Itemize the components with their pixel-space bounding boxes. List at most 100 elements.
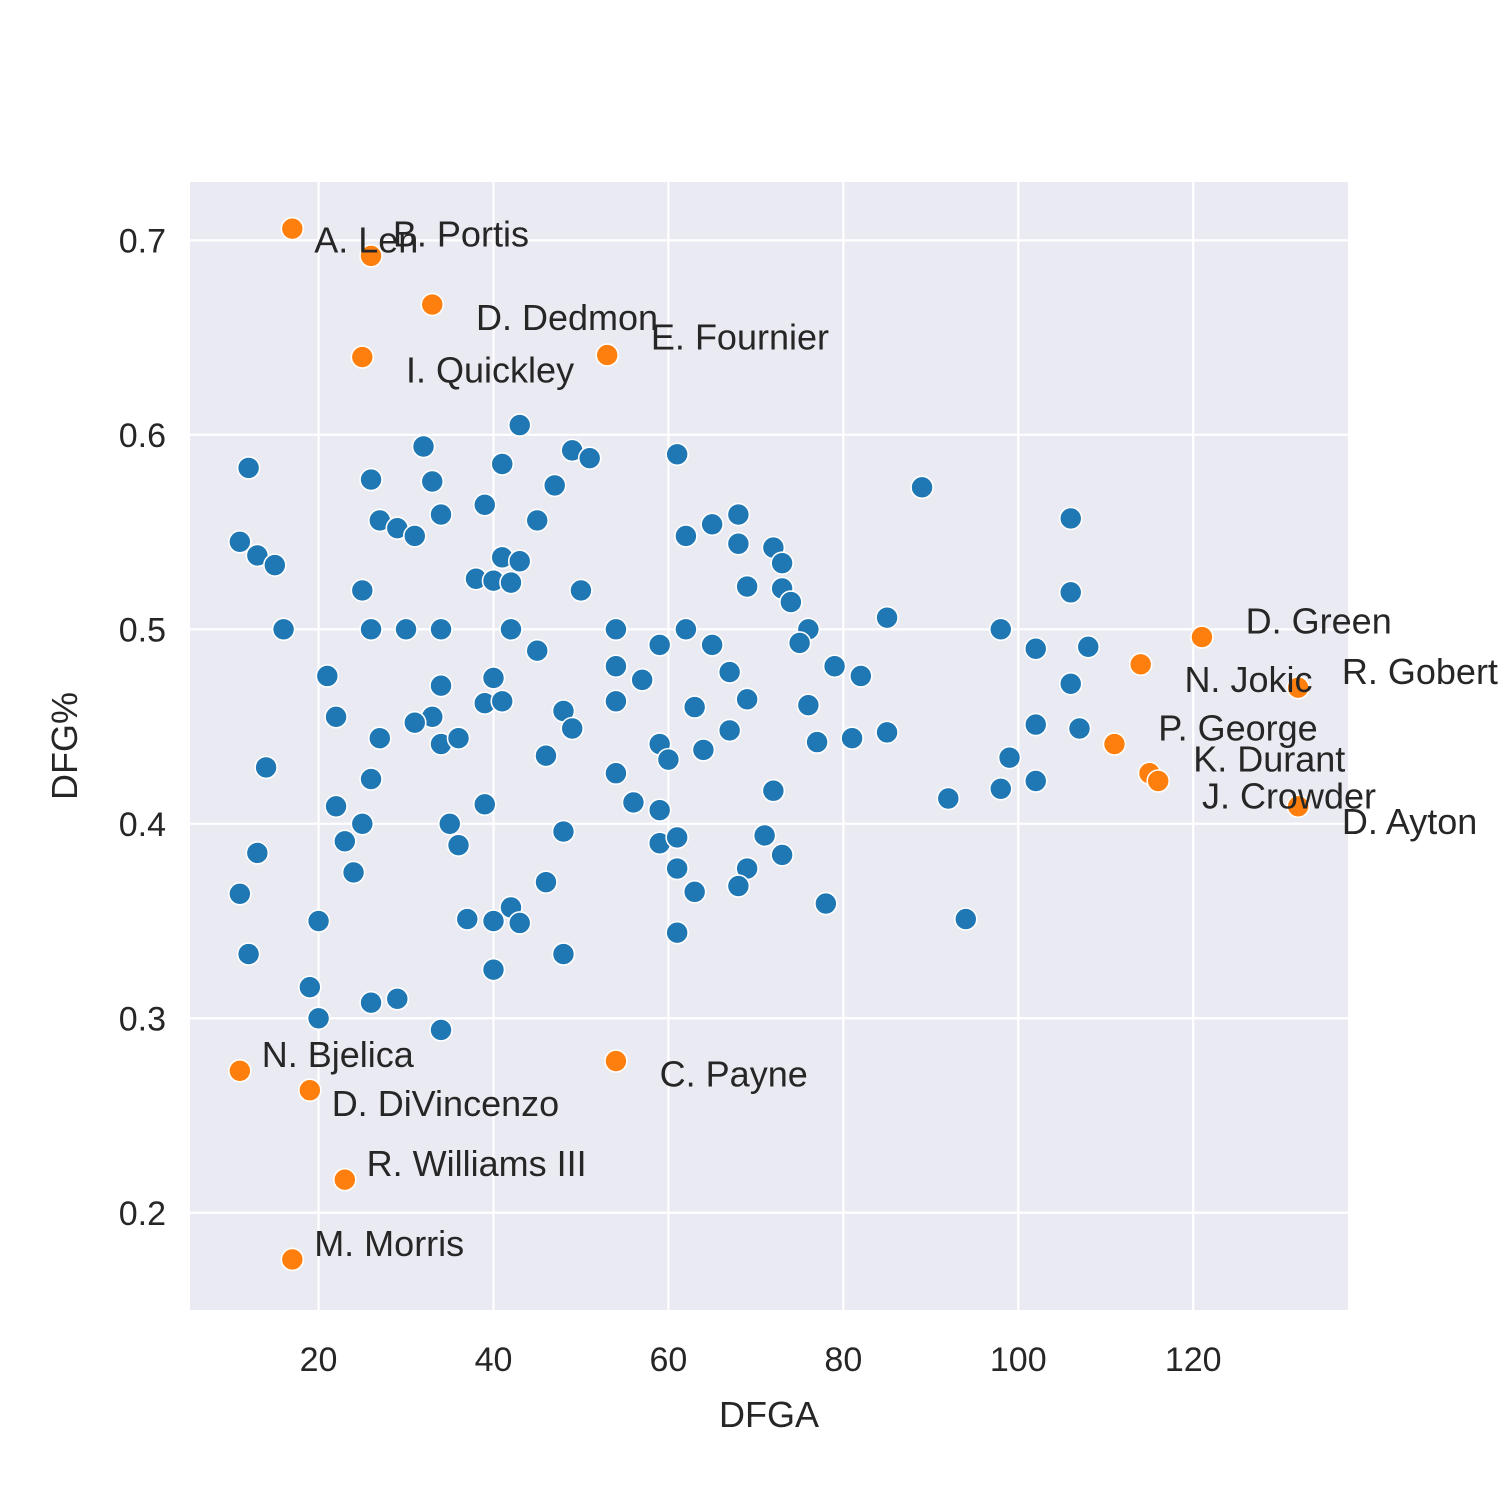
- data-point: [359, 990, 383, 1015]
- data-point: [1058, 580, 1083, 605]
- data-point: [717, 718, 742, 743]
- data-point: [359, 617, 383, 642]
- data-point: [245, 841, 270, 865]
- data-point: [472, 792, 497, 817]
- data-point: [735, 574, 759, 599]
- data-point: [604, 654, 628, 679]
- data-point: [770, 843, 794, 867]
- data-point: [507, 413, 532, 437]
- highlighted-data-point: [228, 1058, 252, 1083]
- y-tick-label: 0.4: [119, 806, 166, 844]
- data-point: [350, 811, 375, 836]
- data-point: [411, 434, 436, 459]
- data-point: [647, 633, 672, 657]
- data-point: [717, 660, 742, 684]
- data-point: [481, 666, 506, 690]
- data-point: [306, 1006, 331, 1031]
- annotation-label: J. Crowder: [1202, 776, 1376, 817]
- data-point: [402, 524, 427, 548]
- x-tick-label: 20: [300, 1341, 338, 1379]
- data-point: [630, 668, 654, 692]
- y-tick-label: 0.2: [119, 1195, 166, 1233]
- data-point: [499, 570, 523, 595]
- annotation-label: K. Durant: [1193, 739, 1345, 780]
- data-point: [507, 549, 532, 574]
- data-point: [367, 726, 392, 751]
- data-point: [429, 1018, 453, 1042]
- data-point: [700, 633, 724, 657]
- data-point: [446, 833, 471, 857]
- data-point: [752, 823, 777, 848]
- data-point: [569, 578, 593, 603]
- annotation-label: D. Ayton: [1342, 801, 1477, 842]
- x-tick-label: 40: [475, 1341, 513, 1379]
- data-point: [228, 882, 252, 906]
- y-tick-label: 0.7: [119, 222, 166, 260]
- data-point: [735, 687, 759, 712]
- data-point: [796, 693, 821, 717]
- data-point: [1058, 506, 1083, 531]
- data-point: [341, 860, 366, 885]
- data-point: [665, 442, 689, 467]
- data-point: [429, 673, 453, 698]
- highlighted-data-point: [1146, 769, 1171, 793]
- data-point: [761, 778, 786, 803]
- data-point: [988, 617, 1013, 642]
- annotation-label: R. Williams III: [367, 1143, 587, 1184]
- data-point: [315, 664, 340, 688]
- data-point: [507, 911, 532, 935]
- data-point: [534, 743, 558, 768]
- data-point: [665, 825, 689, 850]
- tick-labels: 20 40 60 80 100 120 0.2 0.3 0.4 0.5 0.6 0.7: [119, 222, 1222, 1379]
- data-point: [298, 975, 322, 999]
- y-tick-label: 0.6: [119, 417, 166, 455]
- annotation-label: P. George: [1158, 707, 1317, 748]
- data-point: [665, 920, 689, 945]
- data-point: [849, 664, 873, 688]
- data-point: [1023, 712, 1048, 737]
- data-point: [875, 720, 899, 745]
- data-point: [490, 689, 515, 714]
- highlighted-data-point: [1286, 675, 1310, 700]
- x-tick-label: 80: [824, 1341, 862, 1379]
- data-point: [236, 456, 261, 480]
- data-point: [656, 747, 681, 772]
- x-tick-label: 60: [650, 1341, 688, 1379]
- data-point: [551, 819, 576, 844]
- data-point: [306, 909, 331, 933]
- highlighted-data-point: [420, 292, 445, 317]
- data-point: [822, 654, 847, 679]
- data-point: [420, 469, 445, 494]
- annotation-label: M. Morris: [314, 1223, 464, 1264]
- data-point: [726, 531, 751, 556]
- data-point: [472, 493, 497, 517]
- data-point: [647, 798, 672, 822]
- data-point: [324, 794, 348, 819]
- highlighted-data-point: [1102, 732, 1127, 756]
- data-point: [1058, 671, 1083, 696]
- data-point: [674, 524, 698, 548]
- annotation-label: I. Quickley: [406, 350, 574, 391]
- annotation-label: D. Dedmon: [476, 297, 658, 338]
- data-point: [621, 790, 646, 815]
- annotation-label: D. Green: [1246, 601, 1392, 642]
- y-axis-label: DFG%: [44, 692, 85, 800]
- annotation-label: D. DiVincenzo: [332, 1083, 559, 1124]
- annotation-label: N. Bjelica: [262, 1034, 415, 1075]
- data-point: [525, 638, 550, 663]
- x-tick-label: 120: [1165, 1341, 1222, 1379]
- data-point: [429, 502, 453, 527]
- data-point: [542, 473, 567, 498]
- annotation-label: E. Fournier: [651, 317, 829, 358]
- data-point: [604, 617, 628, 642]
- annotation-label: R. Gobert: [1342, 651, 1498, 692]
- data-point: [604, 761, 628, 786]
- data-point: [333, 829, 357, 854]
- data-point: [429, 617, 453, 642]
- data-point: [271, 617, 296, 642]
- annotation-label: C. Payne: [660, 1054, 808, 1095]
- data-point: [359, 767, 383, 791]
- data-point: [437, 811, 462, 836]
